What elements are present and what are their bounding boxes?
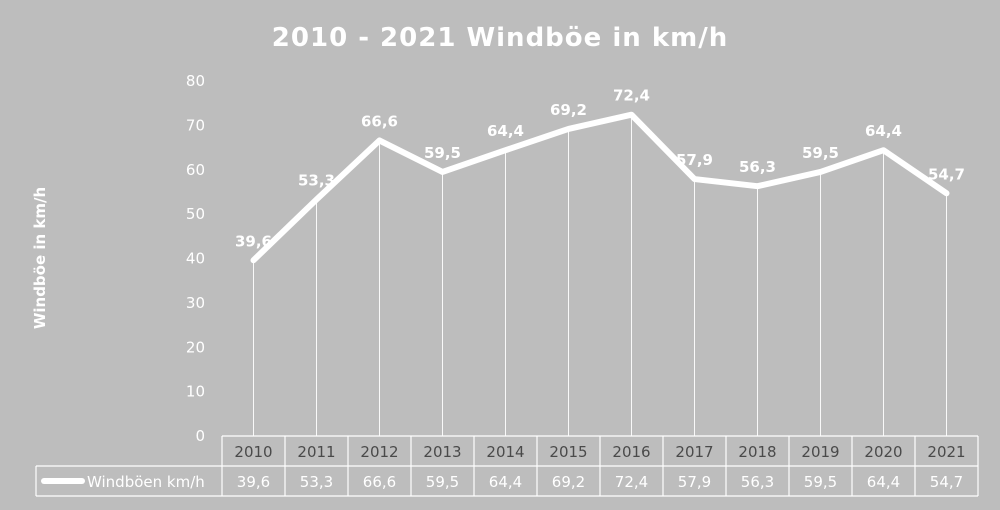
- x-category-label: 2011: [297, 443, 335, 461]
- data-label: 66,6: [361, 112, 398, 130]
- x-category-label: 2013: [423, 443, 461, 461]
- y-tick-label: 50: [186, 205, 205, 223]
- y-axis: 0 10 20 30 40 50 60 70 80: [186, 72, 205, 445]
- drop-lines: [253, 114, 947, 436]
- y-tick-label: 0: [195, 427, 205, 445]
- table-value: 64,4: [489, 473, 522, 491]
- table-value: 69,2: [552, 473, 585, 491]
- table-value: 72,4: [615, 473, 648, 491]
- series-line-group: [250, 111, 950, 264]
- table-value: 66,6: [363, 473, 396, 491]
- y-tick-label: 30: [186, 294, 205, 312]
- data-label: 72,4: [613, 87, 650, 105]
- data-labels: 39,6 53,3 66,6 59,5 64,4 69,2 72,4 57,9 56,3 59,5…: [235, 87, 965, 251]
- data-label: 54,7: [928, 165, 965, 183]
- chart-title: 2010 - 2021 Windböe in km/h: [272, 23, 728, 53]
- y-tick-label: 60: [186, 161, 205, 179]
- table-value: 39,6: [237, 473, 270, 491]
- table-value: 59,5: [804, 473, 837, 491]
- x-category-label: 2016: [612, 443, 650, 461]
- data-label: 56,3: [739, 158, 776, 176]
- y-axis-title: Windböe in km/h: [31, 187, 49, 329]
- x-category-label: 2012: [360, 443, 398, 461]
- x-category-label: 2010: [234, 443, 272, 461]
- x-category-label: 2014: [486, 443, 524, 461]
- y-tick-label: 40: [186, 250, 205, 268]
- table-value: 54,7: [930, 473, 963, 491]
- x-category-label: 2015: [549, 443, 587, 461]
- x-category-label: 2021: [927, 443, 965, 461]
- data-label: 57,9: [676, 151, 713, 169]
- data-label: 64,4: [487, 122, 524, 140]
- data-label: 39,6: [235, 232, 272, 250]
- legend-series-name: Windböen km/h: [87, 473, 205, 491]
- data-label: 59,5: [424, 144, 461, 162]
- x-category-label: 2018: [738, 443, 776, 461]
- x-category-label: 2020: [864, 443, 902, 461]
- table-value: 56,3: [741, 473, 774, 491]
- data-table: 2010 2011 2012 2013 2014 2015 2016 2017 2018 2019…: [35, 435, 979, 497]
- y-tick-label: 20: [186, 338, 205, 356]
- table-value: 53,3: [300, 473, 333, 491]
- table-value: 59,5: [426, 473, 459, 491]
- table-value: 64,4: [867, 473, 900, 491]
- data-label: 64,4: [865, 122, 902, 140]
- x-category-label: 2017: [675, 443, 713, 461]
- x-category-label: 2019: [801, 443, 839, 461]
- y-tick-label: 70: [186, 116, 205, 134]
- data-label: 53,3: [298, 171, 335, 189]
- data-label: 59,5: [802, 144, 839, 162]
- y-tick-label: 10: [186, 383, 205, 401]
- table-value: 57,9: [678, 473, 711, 491]
- data-label: 69,2: [550, 101, 587, 119]
- series-line: [250, 111, 950, 264]
- y-tick-label: 80: [186, 72, 205, 90]
